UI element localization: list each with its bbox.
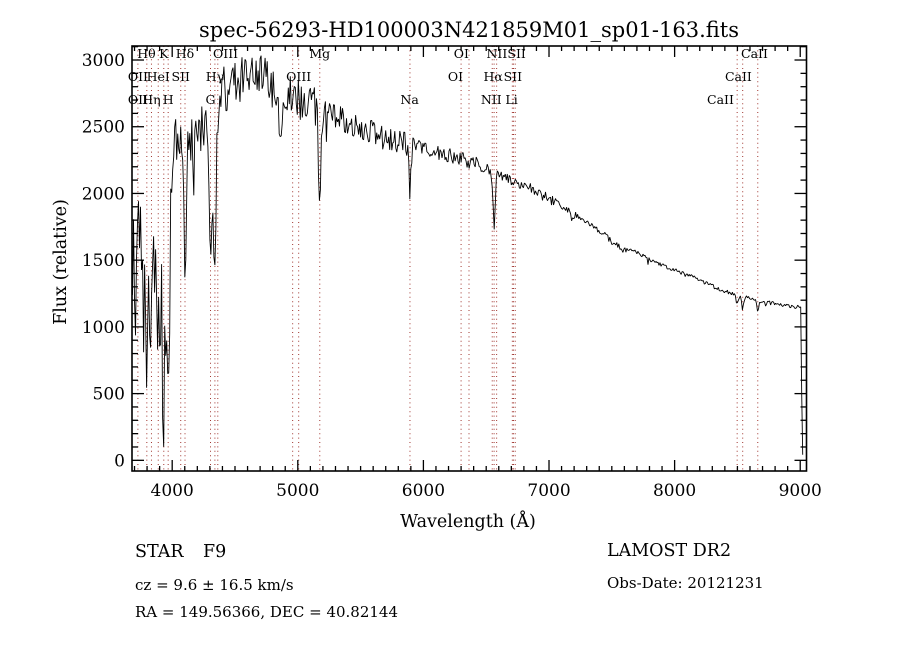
line-label-Li: Li	[505, 92, 517, 107]
line-label-CaII: CaII	[741, 46, 768, 61]
cz-text: cz = 9.6 ± 16.5 km/s	[135, 576, 294, 594]
obs-date-text: Obs-Date: 20121231	[607, 574, 764, 592]
subclass-text: F9	[203, 542, 226, 562]
line-label-NII: NII	[481, 92, 502, 107]
line-label-NII: NII	[486, 46, 507, 61]
object-type-text: STAR	[135, 542, 184, 562]
y-tick-label-1500: 1500	[82, 251, 125, 271]
y-tick-label-500: 500	[93, 385, 125, 405]
line-label-Hγ: Hγ	[206, 69, 224, 84]
survey-text: LAMOST DR2	[607, 541, 731, 561]
line-label-CaII: CaII	[707, 92, 734, 107]
line-label-OI: OI	[454, 46, 469, 61]
plot-frame	[131, 45, 808, 472]
axis-ticks	[132, 46, 807, 471]
line-label-OIII: OIII	[286, 69, 311, 84]
x-axis-label: Wavelength (Å)	[400, 511, 536, 532]
line-label-CaII: CaII	[725, 69, 752, 84]
x-tick-label-8000: 8000	[653, 481, 696, 501]
y-tick-label-0: 0	[114, 451, 125, 471]
line-label-SII: SII	[172, 69, 191, 84]
line-label-Mg: Mg	[309, 46, 330, 61]
plot-title: spec-56293-HD100003N421859M01_sp01-163.f…	[199, 18, 739, 42]
spectral-line-markers	[137, 46, 759, 471]
y-tick-label-2500: 2500	[82, 118, 125, 138]
line-label-OII: OII	[128, 69, 148, 84]
x-tick-label-5000: 5000	[276, 481, 319, 501]
line-label-K: K	[159, 46, 169, 61]
line-label-HeI: HeI	[147, 69, 170, 84]
x-tick-label-6000: 6000	[402, 481, 445, 501]
x-tick-label-9000: 9000	[779, 481, 822, 501]
spectrum-trace	[132, 55, 804, 455]
line-label-H: H	[163, 92, 174, 107]
line-label-OIII: OIII	[213, 46, 238, 61]
line-label-Hη: Hη	[142, 92, 160, 107]
line-label-Hα: Hα	[483, 69, 503, 84]
y-axis-label: Flux (relative)	[51, 199, 71, 325]
line-label-Hθ: Hθ	[137, 46, 155, 61]
line-label-G: G	[206, 92, 216, 107]
x-tick-label-4000: 4000	[151, 481, 194, 501]
axis-tick-labels: 4000 5000 6000 7000 8000 9000 0 500 1000 1500 2000…	[82, 51, 822, 501]
line-label-Hδ: Hδ	[176, 46, 194, 61]
line-label-OI: OI	[448, 69, 463, 84]
y-tick-label-3000: 3000	[82, 51, 125, 71]
line-label-Na: Na	[400, 92, 419, 107]
line-label-SII: SII	[504, 69, 523, 84]
line-label-SII: SII	[507, 46, 526, 61]
x-tick-label-7000: 7000	[527, 481, 570, 501]
radec-text: RA = 149.56366, DEC = 40.82144	[135, 603, 398, 621]
y-tick-label-1000: 1000	[82, 318, 125, 338]
y-tick-label-2000: 2000	[82, 184, 125, 204]
